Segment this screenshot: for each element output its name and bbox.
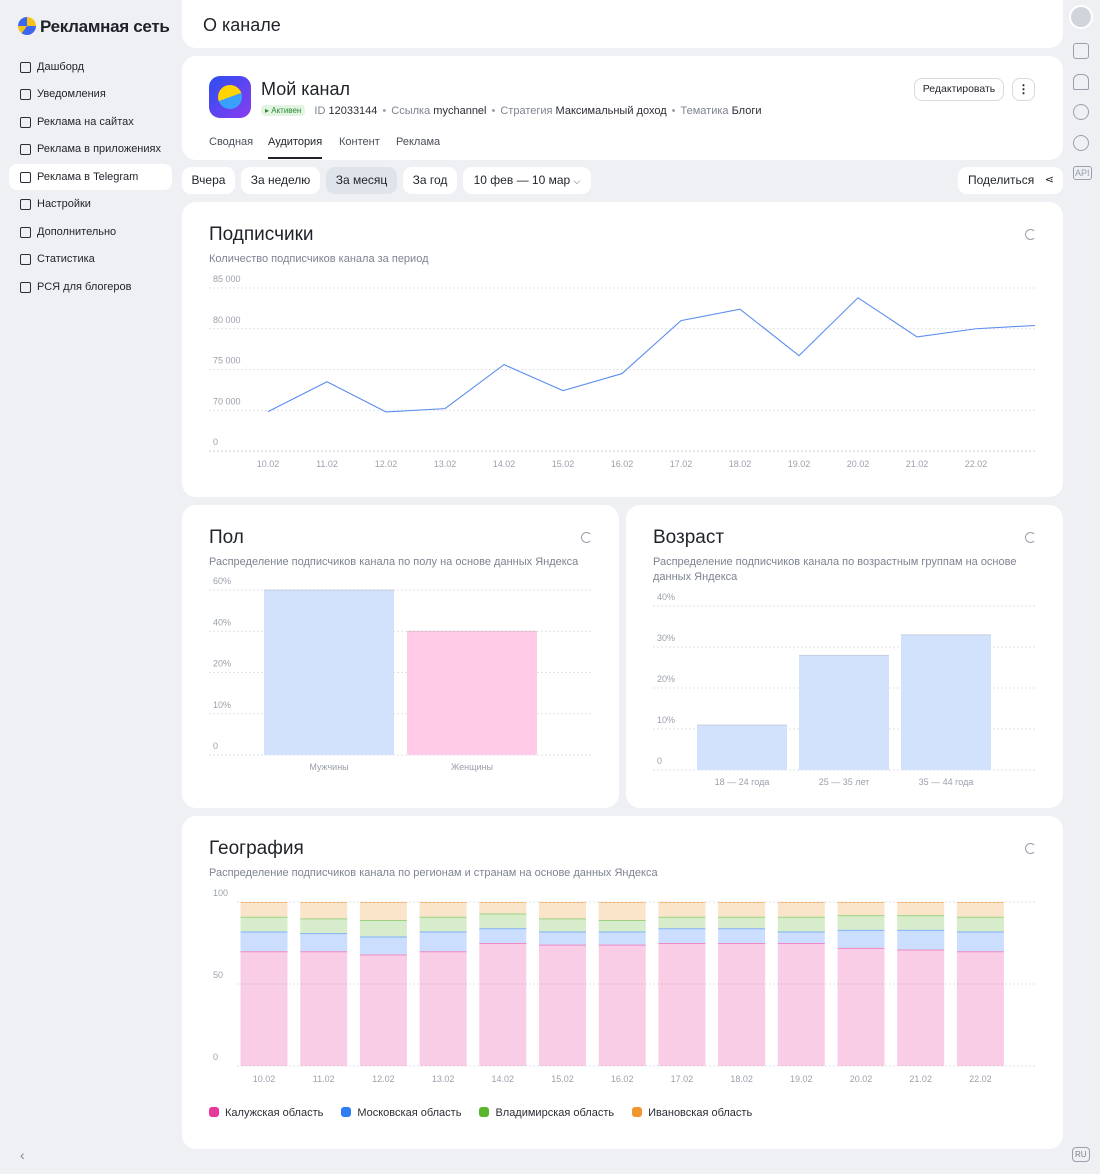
legend-swatch [632, 1107, 643, 1117]
channel-meta: ▸ Активен ID 12033144 Ссылка mychannel Стр… [261, 105, 762, 117]
legend-item[interactable]: Ивановская область [632, 1107, 752, 1119]
legend: Калужская область Московская область Влади… [209, 1107, 752, 1119]
tab[interactable]: Сводная [209, 136, 254, 148]
chart-subtitle: Распределение подписчиков канала по реги… [209, 867, 658, 879]
period-button[interactable]: Вчера [182, 167, 235, 194]
help-icon[interactable] [1073, 135, 1089, 151]
avatar[interactable] [1069, 5, 1093, 29]
link-label: Ссылка [391, 105, 431, 117]
channel-card [182, 56, 1063, 160]
nav-item[interactable]: Реклама в Telegram [9, 164, 172, 190]
tab[interactable]: Реклама [396, 136, 441, 148]
id-label: ID [314, 105, 326, 117]
channel-name: Мой канал [261, 79, 350, 99]
nav-item[interactable]: РСЯ для блогеров [9, 274, 172, 300]
period-button[interactable]: За год [403, 167, 457, 194]
legend-swatch [209, 1107, 219, 1117]
date-range-text: 10 фев — 10 мар [473, 173, 571, 187]
period-button[interactable]: За неделю [241, 167, 320, 194]
geo-card: География Распределение подписчиков кана… [182, 816, 1063, 1149]
chart-title: Возраст [653, 527, 725, 548]
topic-label: Тематика [680, 105, 729, 117]
refresh-button[interactable] [1025, 532, 1036, 543]
legend-item[interactable]: Калужская область [209, 1107, 323, 1119]
nav-item[interactable]: Настройки [9, 191, 172, 217]
legend-label: Ивановская область [648, 1107, 753, 1119]
nav-item[interactable]: Реклама на сайтах [9, 109, 172, 135]
logo-text[interactable]: Рекламная сеть [40, 17, 170, 36]
legend-item[interactable]: Московская область [341, 1107, 461, 1119]
channel-avatar [209, 76, 251, 118]
chart-title: География [209, 838, 304, 859]
nav-item[interactable]: Дашборд [9, 54, 172, 80]
legend-label: Калужская область [225, 1107, 324, 1119]
more-button[interactable]: ⋮ [1012, 78, 1035, 101]
refresh-button[interactable] [1025, 229, 1036, 240]
share-text: Поделиться [968, 173, 1035, 187]
age-card: Возраст Распределение подписчиков канала… [626, 505, 1063, 808]
nav-item[interactable]: Статистика [9, 246, 172, 272]
api-icon[interactable]: API [1073, 166, 1092, 180]
legend-label: Московская область [357, 1107, 462, 1119]
header-card: О канале [182, 0, 1063, 48]
date-range[interactable]: 10 фев — 10 мар ⌵ [463, 167, 591, 194]
legend-label: Владимирская область [495, 1107, 615, 1119]
tab[interactable]: Контент [339, 136, 380, 148]
strategy-label: Стратегия [500, 105, 553, 117]
chart-title: Пол [209, 527, 244, 548]
subscribers-card: Подписчики Количество подписчиков канала… [182, 202, 1063, 497]
bell-icon[interactable] [1073, 74, 1089, 90]
nav-item[interactable]: Уведомления [9, 81, 172, 107]
link[interactable]: mychannel [433, 105, 487, 117]
chart-subtitle: Распределение подписчиков канала по возр… [653, 556, 1017, 583]
tab[interactable]: Аудитория [268, 136, 323, 159]
legend-item[interactable]: Владимирская область [479, 1107, 614, 1119]
edit-button[interactable]: Редактировать [914, 78, 1004, 101]
legend-swatch [341, 1107, 352, 1117]
chat-icon[interactable] [1073, 104, 1089, 120]
chart-title: Подписчики [209, 224, 314, 245]
legend-swatch [479, 1107, 490, 1117]
lang-switch[interactable]: RU [1072, 1147, 1090, 1162]
chart-subtitle: Количество подписчиков канала за период [209, 253, 429, 265]
refresh-button[interactable] [1025, 843, 1036, 854]
refresh-button[interactable] [581, 532, 592, 543]
collapse-button[interactable]: ‹ [20, 1147, 25, 1163]
topic: Блоги [731, 105, 762, 117]
nav-item[interactable]: Реклама в приложениях [9, 136, 172, 162]
nav-item[interactable]: Дополнительно [9, 219, 172, 245]
id: 12033144 [328, 105, 378, 117]
status: Активен [271, 106, 302, 115]
chart-subtitle: Распределение подписчиков канала по полу… [209, 556, 579, 568]
status-badge: ▸ Активен [261, 105, 306, 116]
strategy: Максимальный доход [555, 105, 667, 117]
share-button[interactable]: Поделиться ⋖ [958, 167, 1063, 194]
period-button[interactable]: За месяц [326, 167, 397, 194]
like-icon[interactable] [1073, 43, 1089, 59]
logo-icon [18, 17, 36, 35]
page-title: О канале [203, 15, 281, 35]
gender-card: Пол Распределение подписчиков канала по … [182, 505, 619, 808]
